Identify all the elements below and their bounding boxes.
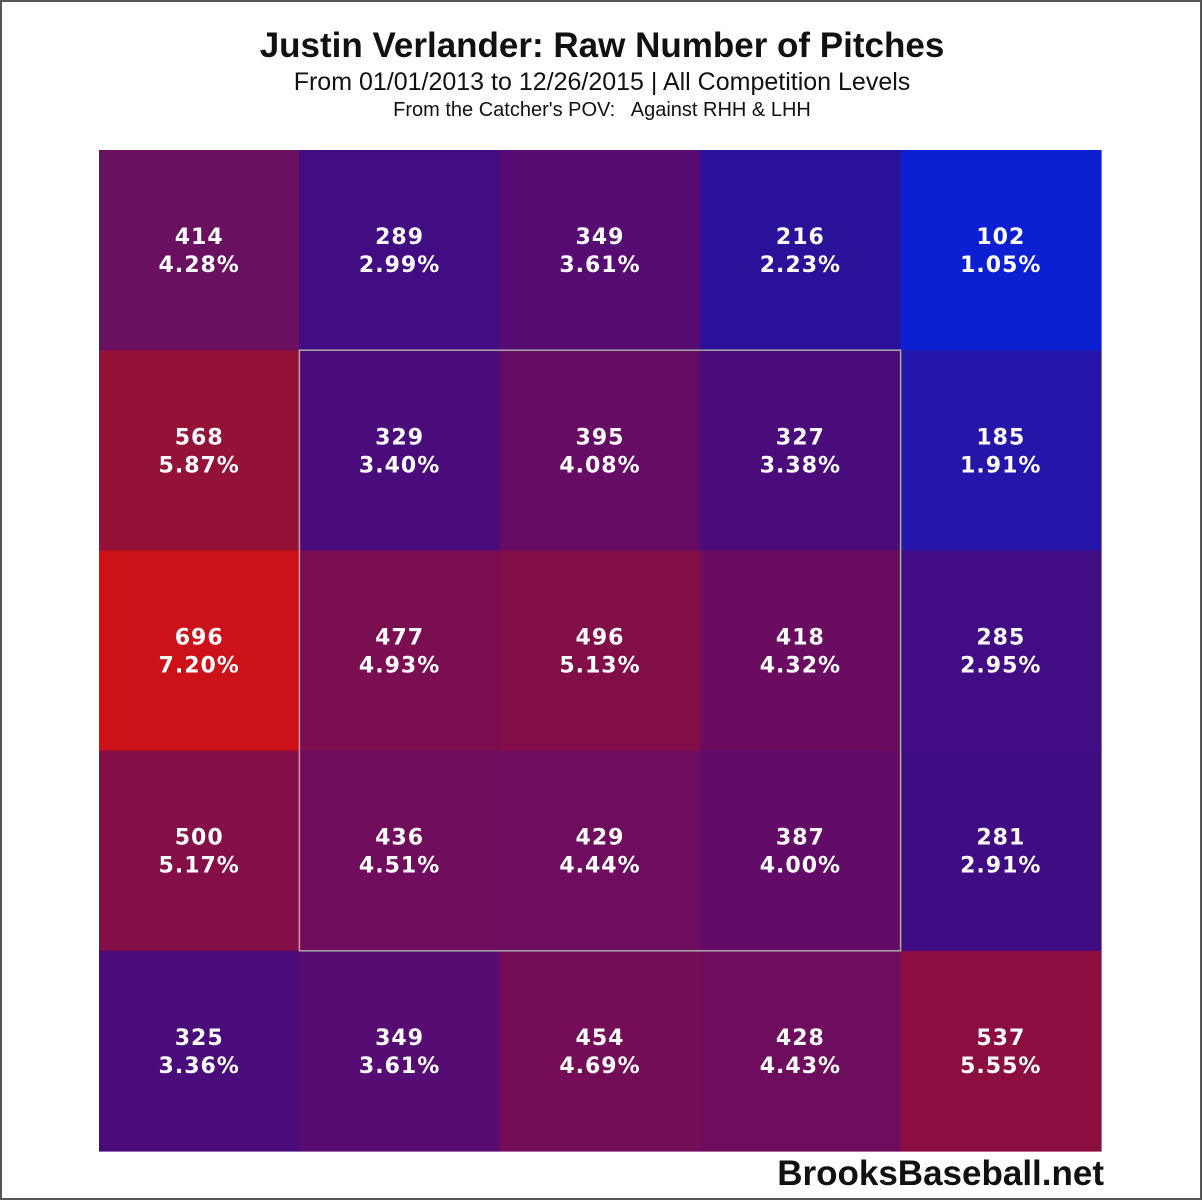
- zone-count-label: 349: [576, 225, 625, 250]
- zone-percent-label: 4.28%: [159, 253, 240, 278]
- zone-cell-r4-c3: [499, 750, 701, 952]
- zone-cell-r1-c2: [299, 150, 501, 351]
- zone-percent-label: 5.13%: [559, 654, 640, 679]
- zone-percent-label: 4.43%: [760, 1054, 841, 1079]
- zone-cell-r4-c4: [700, 750, 902, 952]
- zone-percent-label: 4.44%: [559, 854, 640, 879]
- zone-cell-r1-c1: [99, 150, 300, 351]
- zone-count-label: 327: [776, 425, 825, 450]
- strike-zone-outline: [298, 349, 902, 952]
- zone-cell-r4-c1: [99, 750, 300, 952]
- zone-cell-r1-c4: [700, 150, 902, 351]
- zone-count-label: 496: [576, 626, 625, 651]
- zone-cell-r5-c1: [99, 950, 300, 1152]
- zone-count-label: 418: [776, 626, 825, 651]
- heatmap-labels: 414 4.28% 289 2.99% 349 3.61% 216 2.23% 102 1.05%…: [159, 225, 1041, 1079]
- zone-cell-r3-c1: [99, 550, 300, 752]
- zone-cell-r5-c2: [299, 950, 501, 1152]
- zone-count-label: 696: [175, 626, 224, 651]
- zone-count-label: 349: [375, 1026, 424, 1051]
- zone-count-label: 454: [576, 1026, 625, 1051]
- zone-percent-label: 4.69%: [559, 1054, 640, 1079]
- zone-count-label: 285: [976, 626, 1025, 651]
- zone-cell-r2-c3: [499, 350, 701, 551]
- zone-count-label: 387: [776, 826, 825, 851]
- zone-percent-label: 3.36%: [159, 1054, 240, 1079]
- zone-cell-r5-c5: [900, 950, 1102, 1152]
- zone-count-label: 568: [175, 425, 224, 450]
- zone-count-label: 102: [976, 225, 1025, 250]
- chart-pov-label: From the Catcher's POV: Against RHH & LH…: [0, 98, 1204, 122]
- zone-cell-r2-c5: [900, 350, 1102, 551]
- zone-cell-r1-c5: [900, 150, 1102, 351]
- zone-percent-label: 2.95%: [960, 654, 1041, 679]
- zone-cell-r4-c5: [900, 750, 1102, 952]
- zone-cell-r1-c3: [499, 150, 701, 351]
- zone-percent-label: 5.17%: [159, 854, 240, 879]
- zone-count-label: 436: [375, 826, 424, 851]
- zone-cell-r4-c2: [299, 750, 501, 952]
- zone-count-label: 395: [576, 425, 625, 450]
- zone-percent-label: 7.20%: [159, 654, 240, 679]
- zone-cell-r2-c1: [99, 350, 300, 551]
- zone-count-label: 281: [976, 826, 1025, 851]
- zone-count-label: 216: [776, 225, 825, 250]
- zone-percent-label: 5.55%: [960, 1054, 1041, 1079]
- zone-percent-label: 2.23%: [760, 253, 841, 278]
- batters-label: Against RHH & LHH: [630, 99, 811, 121]
- zone-percent-label: 4.32%: [760, 654, 841, 679]
- zone-percent-label: 3.61%: [559, 253, 640, 278]
- pov-label: From the Catcher's POV:: [393, 99, 616, 121]
- zone-count-label: 414: [175, 225, 224, 250]
- zone-cell-r2-c4: [700, 350, 902, 551]
- zone-count-label: 477: [375, 626, 424, 651]
- zone-percent-label: 4.51%: [359, 854, 440, 879]
- zone-count-label: 500: [175, 826, 224, 851]
- zone-count-label: 329: [375, 425, 424, 450]
- chart-subtitle: From 01/01/2013 to 12/26/2015 | All Comp…: [293, 68, 911, 96]
- zone-cell-r2-c2: [299, 350, 501, 551]
- zone-cell-r3-c3: [499, 550, 701, 752]
- zone-percent-label: 1.91%: [960, 453, 1041, 478]
- zone-percent-label: 1.05%: [960, 253, 1041, 278]
- zone-cell-r5-c3: [499, 950, 701, 1152]
- heatmap-cells: [99, 150, 1102, 1152]
- zone-count-label: 325: [175, 1026, 224, 1051]
- zone-cell-r3-c2: [299, 550, 501, 752]
- zone-percent-label: 3.40%: [359, 453, 440, 478]
- zone-percent-label: 4.08%: [559, 453, 640, 478]
- brooks-baseball-watermark: BrooksBaseball.net: [777, 1154, 1104, 1193]
- zone-percent-label: 2.99%: [359, 253, 440, 278]
- zone-count-label: 289: [375, 225, 424, 250]
- zone-count-label: 537: [976, 1026, 1025, 1051]
- zone-count-label: 428: [776, 1026, 825, 1051]
- zone-percent-label: 3.38%: [760, 453, 841, 478]
- zone-cell-r5-c4: [700, 950, 902, 1152]
- zone-percent-label: 3.61%: [359, 1054, 440, 1079]
- zone-percent-label: 2.91%: [960, 854, 1041, 879]
- zone-percent-label: 4.00%: [760, 854, 841, 879]
- zone-cell-r3-c5: [900, 550, 1102, 752]
- zone-cell-r3-c4: [700, 550, 902, 752]
- zone-count-label: 429: [576, 826, 625, 851]
- zone-percent-label: 4.93%: [359, 654, 440, 679]
- chart-title: Justin Verlander: Raw Number of Pitches: [259, 26, 945, 65]
- zone-percent-label: 5.87%: [159, 453, 240, 478]
- zone-count-label: 185: [976, 425, 1025, 450]
